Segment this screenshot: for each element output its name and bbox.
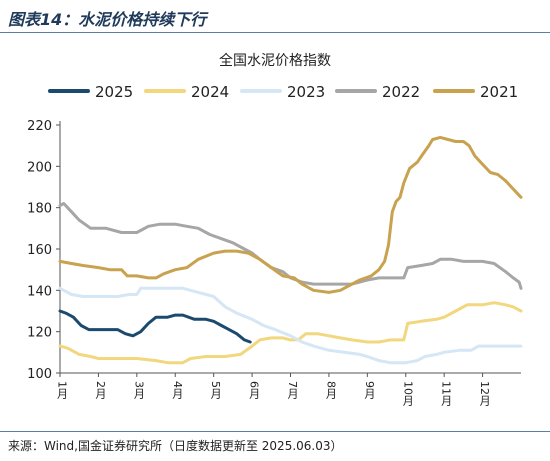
line-chart: 全国水泥价格指数 2025 2024 2023 2022 2021 1001201401… [27, 52, 523, 406]
y-tick-label: 120 [27, 326, 52, 341]
legend: 2025 2024 2023 2022 2021 [48, 83, 518, 101]
x-tick-label: 9月 [363, 381, 376, 399]
x-tick-label: 6月 [248, 381, 261, 399]
x-tick-label: 3月 [132, 381, 145, 399]
y-tick-label: 180 [27, 202, 52, 217]
x-tick-label: 8月 [324, 381, 337, 399]
y-tick-label: 200 [27, 160, 52, 175]
y-axis: 100 120 140 160 180 200 220 [27, 119, 61, 382]
figure-title: 图表14：水泥价格持续下行 [8, 10, 207, 29]
y-tick-label: 220 [27, 119, 52, 134]
series-line-2021 [58, 135, 523, 294]
legend-label-2023: 2023 [287, 83, 325, 101]
legend-label-2021: 2021 [480, 83, 518, 101]
series-group [58, 135, 523, 365]
x-tick-label: 10月 [401, 381, 414, 406]
legend-label-2024: 2024 [191, 83, 229, 101]
x-tick-label: 11月 [440, 381, 453, 406]
x-tick-label: 1月 [56, 381, 69, 399]
bottom-divider [0, 431, 550, 432]
series-line-2023 [58, 286, 523, 365]
y-tick-label: 100 [27, 367, 52, 382]
y-tick-label: 160 [27, 243, 52, 258]
chart-title: 全国水泥价格指数 [219, 52, 331, 69]
top-divider [0, 32, 550, 33]
y-tick-label: 140 [27, 284, 52, 299]
legend-label-2025: 2025 [95, 83, 133, 101]
x-tick-label: 12月 [478, 381, 491, 406]
x-tick-label: 2月 [94, 381, 107, 399]
series-line-2025 [58, 309, 252, 344]
legend-label-2022: 2022 [382, 83, 420, 101]
series-line-2024 [58, 301, 523, 365]
x-tick-label: 5月 [209, 381, 222, 399]
source-note: 来源：Wind,国金证券研究所（日度数据更新至 2025.06.03） [8, 439, 343, 453]
x-tick-label: 4月 [171, 381, 184, 399]
x-tick-label: 7月 [286, 381, 299, 399]
x-axis: 1月 2月 3月 4月 5月 6月 7月 8月 9月 10月 11月 12月 [56, 372, 521, 406]
series-line-2022 [58, 202, 523, 290]
